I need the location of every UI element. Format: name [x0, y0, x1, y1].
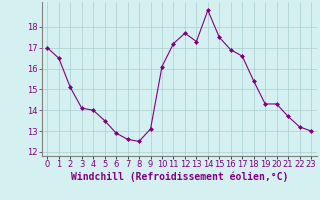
X-axis label: Windchill (Refroidissement éolien,°C): Windchill (Refroidissement éolien,°C) — [70, 172, 288, 182]
